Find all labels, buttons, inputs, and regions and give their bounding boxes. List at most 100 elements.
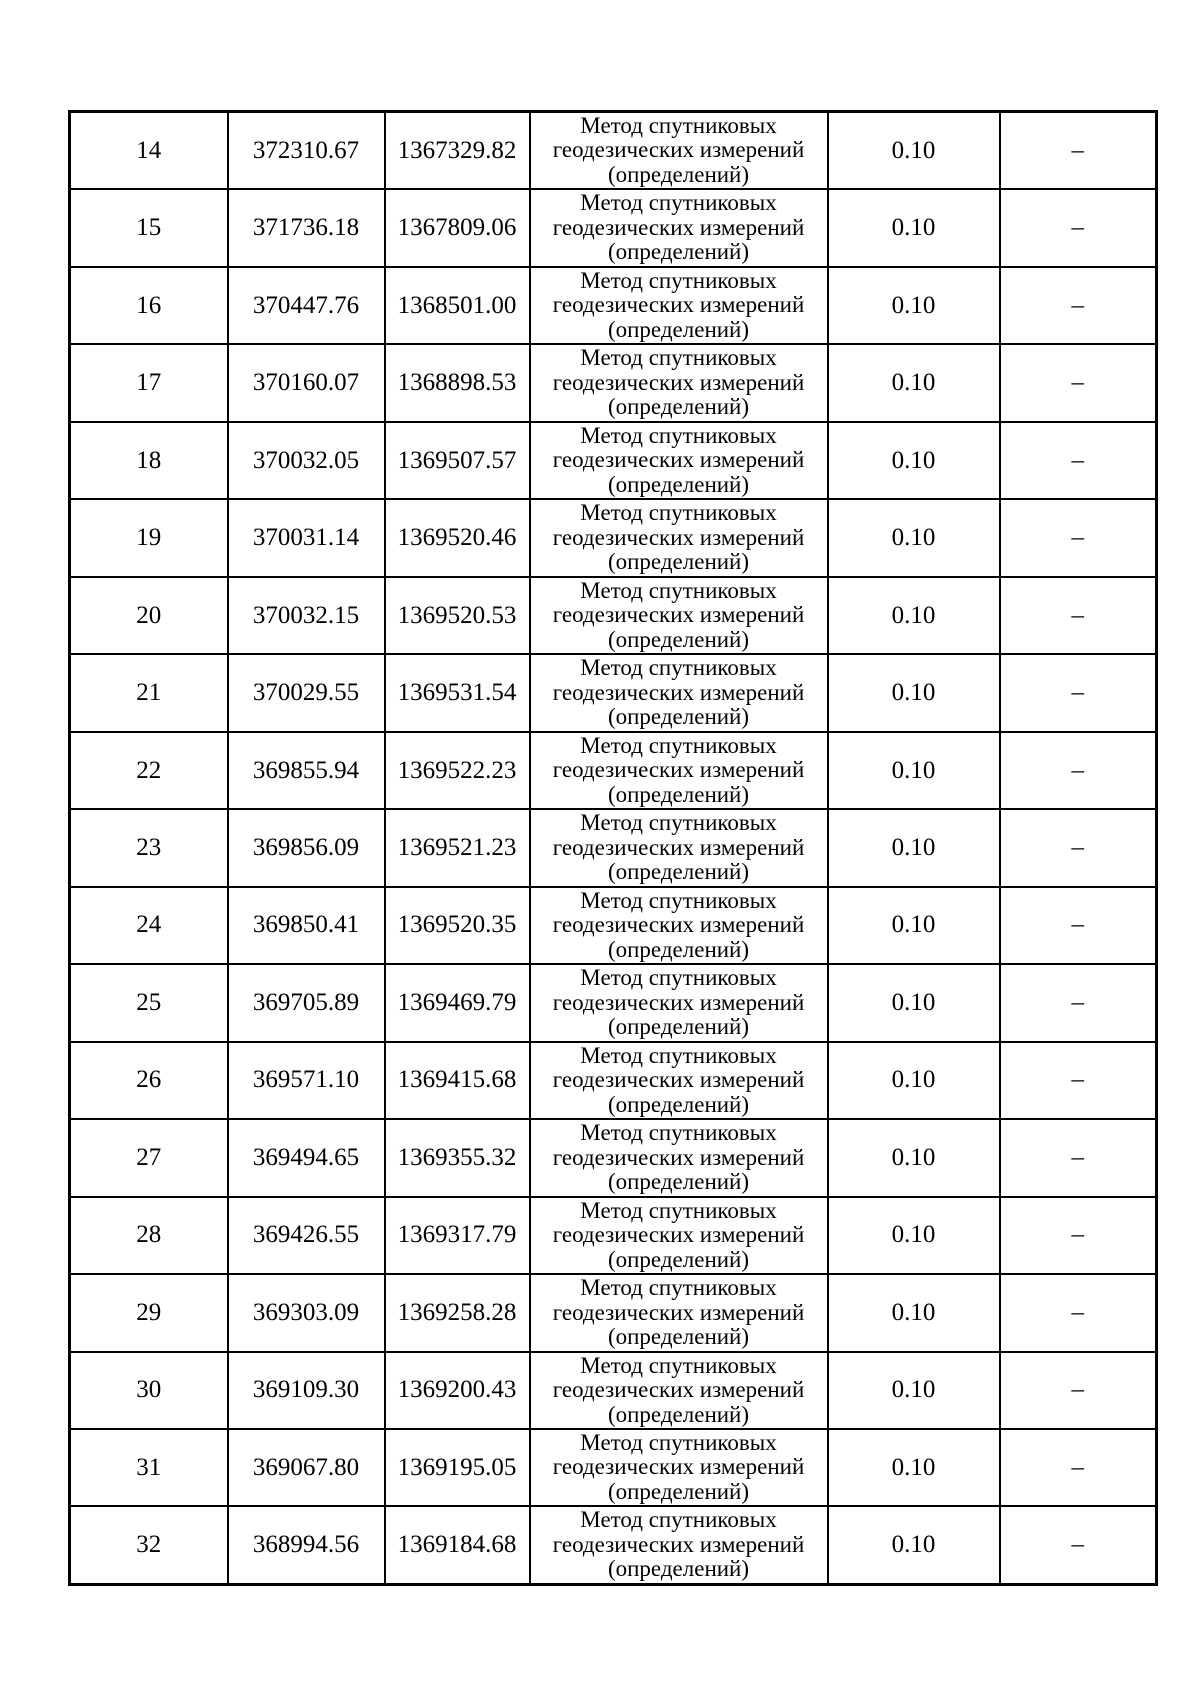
table-row: 22 369855.94 1369522.23 Метод спутниковых ге… <box>68 730 1158 811</box>
method-line: (определений) <box>607 549 750 575</box>
method-line: Метод спутниковых <box>580 810 777 836</box>
table-row: 16 370447.76 1368501.00 Метод спутниковых ге… <box>68 265 1158 346</box>
cell-point-number: 23 <box>68 808 229 888</box>
cell-method: Метод спутниковых геодезических измерений… <box>528 1118 829 1198</box>
cell-point-number: 28 <box>68 1195 229 1276</box>
cell-method: Метод спутниковых геодезических измерений… <box>528 1505 829 1586</box>
cell-method: Метод спутниковых геодезических измерений… <box>528 498 829 578</box>
cell-y-coordinate: 1369200.43 <box>383 1350 531 1430</box>
method-line: (определений) <box>607 704 750 730</box>
method-line: Метод спутниковых <box>580 112 777 138</box>
table-row: 27 369494.65 1369355.32 Метод спутниковых ге… <box>68 1118 1158 1198</box>
cell-precision: 0.10 <box>826 1350 1001 1430</box>
table-row: 14 372310.67 1367329.82 Метод спутниковых ге… <box>68 110 1158 191</box>
cell-x-coordinate: 369426.55 <box>226 1195 386 1276</box>
method-line: геодезических измерений <box>552 989 805 1015</box>
coordinates-table-body: 14 372310.67 1367329.82 Метод спутниковых ге… <box>68 110 1158 1586</box>
cell-y-coordinate: 1369184.68 <box>383 1505 531 1586</box>
cell-note: – <box>998 265 1158 346</box>
cell-point-number: 27 <box>68 1118 229 1198</box>
cell-x-coordinate: 369571.10 <box>226 1040 386 1121</box>
cell-y-coordinate: 1367809.06 <box>383 188 531 268</box>
cell-precision: 0.10 <box>826 1505 1001 1586</box>
method-line: (определений) <box>607 1401 750 1427</box>
cell-point-number: 14 <box>68 110 229 191</box>
cell-precision: 0.10 <box>826 885 1001 966</box>
cell-method: Метод спутниковых геодезических измерений… <box>528 265 829 346</box>
cell-precision: 0.10 <box>826 1118 1001 1198</box>
method-line: (определений) <box>607 1091 750 1117</box>
method-line: геодезических измерений <box>552 602 805 628</box>
cell-method: Метод спутниковых геодезических измерений… <box>528 1350 829 1430</box>
cell-point-number: 26 <box>68 1040 229 1121</box>
cell-x-coordinate: 369067.80 <box>226 1427 386 1508</box>
method-line: Метод спутниковых <box>580 965 777 991</box>
cell-method: Метод спутниковых геодезических измерений… <box>528 1195 829 1276</box>
cell-y-coordinate: 1369521.23 <box>383 808 531 888</box>
method-line: геодезических измерений <box>552 1454 805 1480</box>
cell-y-coordinate: 1369531.54 <box>383 653 531 733</box>
cell-note: – <box>998 1350 1158 1430</box>
cell-note: – <box>998 1040 1158 1121</box>
cell-precision: 0.10 <box>826 343 1001 423</box>
method-line: (определений) <box>607 316 750 342</box>
cell-x-coordinate: 368994.56 <box>226 1505 386 1586</box>
coordinates-table: 14 372310.67 1367329.82 Метод спутниковых ге… <box>68 110 1158 1586</box>
method-line: геодезических измерений <box>552 292 805 318</box>
cell-method: Метод спутниковых геодезических измерений… <box>528 420 829 501</box>
method-line: геодезических измерений <box>552 1377 805 1402</box>
cell-point-number: 20 <box>68 575 229 656</box>
cell-precision: 0.10 <box>826 1427 1001 1508</box>
method-line: Метод спутниковых <box>580 1120 777 1146</box>
method-line: (определений) <box>607 471 750 497</box>
cell-precision: 0.10 <box>826 1195 1001 1276</box>
cell-note: – <box>998 188 1158 268</box>
cell-note: – <box>998 1118 1158 1198</box>
table-row: 26 369571.10 1369415.68 Метод спутниковых ге… <box>68 1040 1158 1121</box>
cell-y-coordinate: 1369520.53 <box>383 575 531 656</box>
cell-note: – <box>998 963 1158 1043</box>
cell-note: – <box>998 1273 1158 1353</box>
method-line: Метод спутниковых <box>580 1507 777 1533</box>
cell-x-coordinate: 371736.18 <box>226 188 386 268</box>
method-line: геодезических измерений <box>552 679 805 705</box>
cell-point-number: 32 <box>68 1505 229 1586</box>
method-line: Метод спутниковых <box>580 655 777 681</box>
method-line: (определений) <box>607 1478 750 1504</box>
cell-method: Метод спутниковых геодезических измерений… <box>528 110 829 191</box>
method-line: геодезических измерений <box>552 1222 805 1248</box>
cell-precision: 0.10 <box>826 1040 1001 1121</box>
table-row: 30 369109.30 1369200.43 Метод спутниковых ге… <box>68 1350 1158 1430</box>
method-line: геодезических измерений <box>552 1531 805 1557</box>
method-line: геодезических измерений <box>552 447 805 473</box>
cell-precision: 0.10 <box>826 420 1001 501</box>
cell-method: Метод спутниковых геодезических измерений… <box>528 1273 829 1353</box>
method-line: Метод спутниковых <box>580 190 777 216</box>
cell-method: Метод спутниковых геодезических измерений… <box>528 343 829 423</box>
cell-x-coordinate: 370031.14 <box>226 498 386 578</box>
method-line: (определений) <box>607 1246 750 1272</box>
cell-method: Метод спутниковых геодезических измерений… <box>528 1040 829 1121</box>
cell-method: Метод спутниковых геодезических измерений… <box>528 730 829 811</box>
cell-x-coordinate: 369494.65 <box>226 1118 386 1198</box>
cell-x-coordinate: 369109.30 <box>226 1350 386 1430</box>
cell-method: Метод спутниковых геодезических измерений… <box>528 1427 829 1508</box>
cell-x-coordinate: 369850.41 <box>226 885 386 966</box>
cell-y-coordinate: 1369317.79 <box>383 1195 531 1276</box>
method-line: (определений) <box>607 936 750 962</box>
cell-method: Метод спутниковых геодезических измерений… <box>528 188 829 268</box>
method-line: геодезических измерений <box>552 137 805 163</box>
cell-y-coordinate: 1369415.68 <box>383 1040 531 1121</box>
cell-x-coordinate: 369855.94 <box>226 730 386 811</box>
cell-note: – <box>998 653 1158 733</box>
cell-y-coordinate: 1369195.05 <box>383 1427 531 1508</box>
cell-y-coordinate: 1369522.23 <box>383 730 531 811</box>
table-row: 18 370032.05 1369507.57 Метод спутниковых ге… <box>68 420 1158 501</box>
method-line: Метод спутниковых <box>580 732 777 758</box>
cell-point-number: 21 <box>68 653 229 733</box>
table-row: 17 370160.07 1368898.53 Метод спутниковых ге… <box>68 343 1158 423</box>
table-row: 15 371736.18 1367809.06 Метод спутниковых ге… <box>68 188 1158 268</box>
table-row: 29 369303.09 1369258.28 Метод спутниковых ге… <box>68 1273 1158 1353</box>
cell-point-number: 30 <box>68 1350 229 1430</box>
